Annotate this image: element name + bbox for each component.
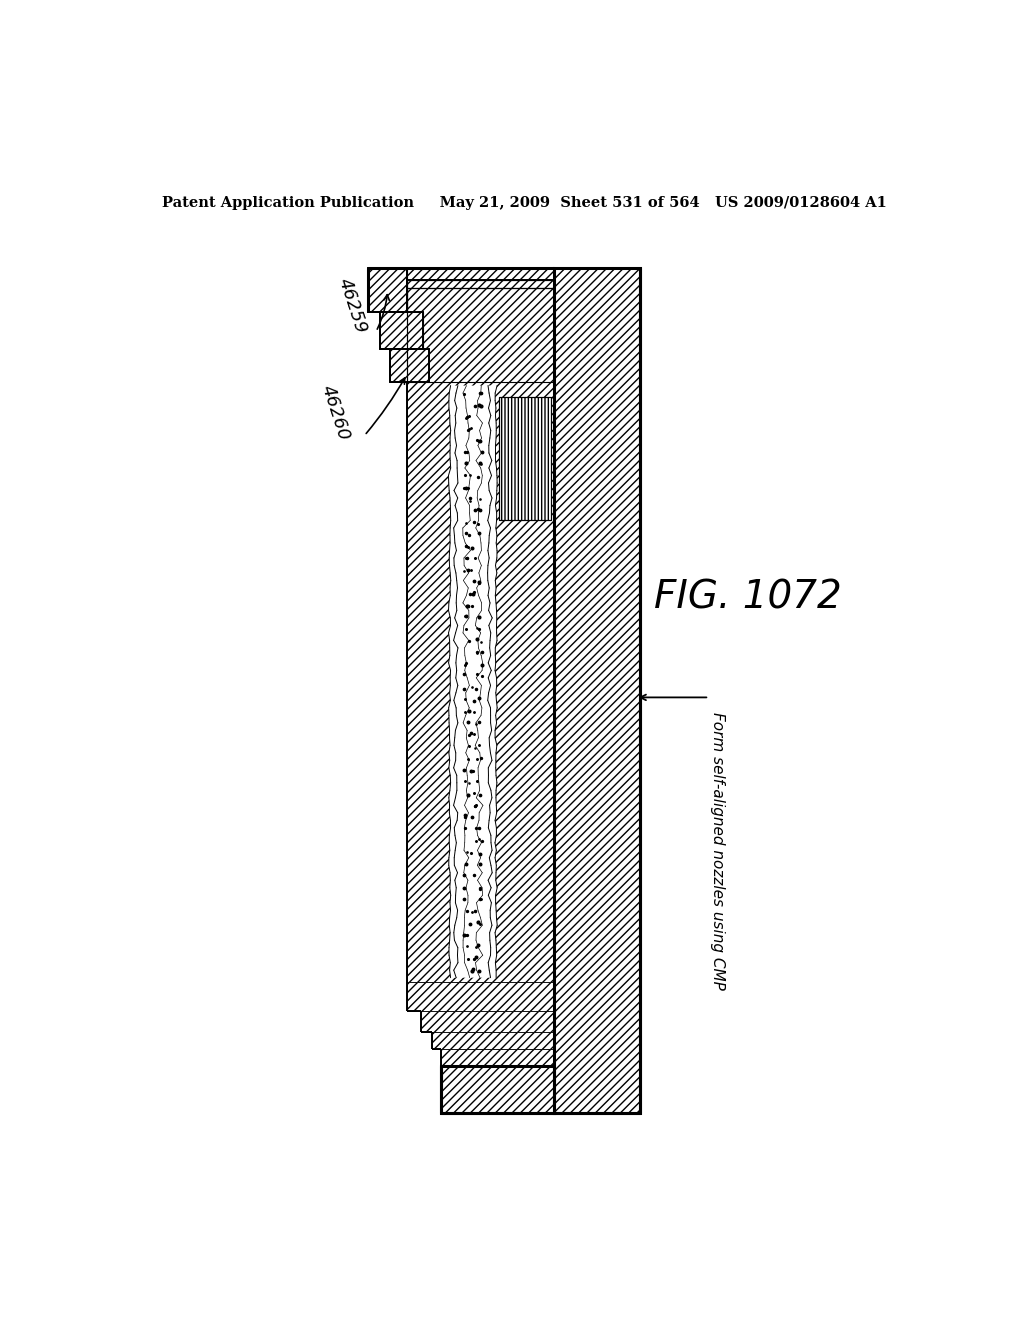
Bar: [407, 381, 554, 982]
Bar: [407, 280, 554, 288]
Bar: [390, 350, 429, 381]
Bar: [407, 268, 554, 280]
Bar: [407, 982, 554, 1011]
Bar: [390, 350, 429, 381]
Bar: [441, 1067, 554, 1113]
Text: 46259: 46259: [335, 276, 371, 337]
Bar: [380, 313, 423, 350]
Bar: [407, 280, 554, 288]
Bar: [407, 288, 554, 381]
Bar: [441, 1067, 554, 1113]
Text: Form self-aligned nozzles using CMP: Form self-aligned nozzles using CMP: [710, 713, 725, 990]
Bar: [554, 268, 640, 1113]
Bar: [441, 1049, 554, 1067]
Bar: [500, 397, 551, 520]
Bar: [380, 313, 423, 350]
Text: 46260: 46260: [318, 383, 353, 442]
Bar: [421, 1011, 554, 1032]
Bar: [407, 288, 554, 381]
Text: FIG. 1072: FIG. 1072: [654, 578, 842, 616]
Bar: [369, 268, 407, 313]
Bar: [554, 268, 640, 1113]
Bar: [500, 397, 551, 520]
Bar: [369, 268, 407, 313]
Bar: [432, 1032, 554, 1049]
Polygon shape: [449, 385, 498, 978]
Text: Patent Application Publication     May 21, 2009  Sheet 531 of 564   US 2009/0128: Patent Application Publication May 21, 2…: [163, 197, 887, 210]
Bar: [407, 268, 554, 280]
